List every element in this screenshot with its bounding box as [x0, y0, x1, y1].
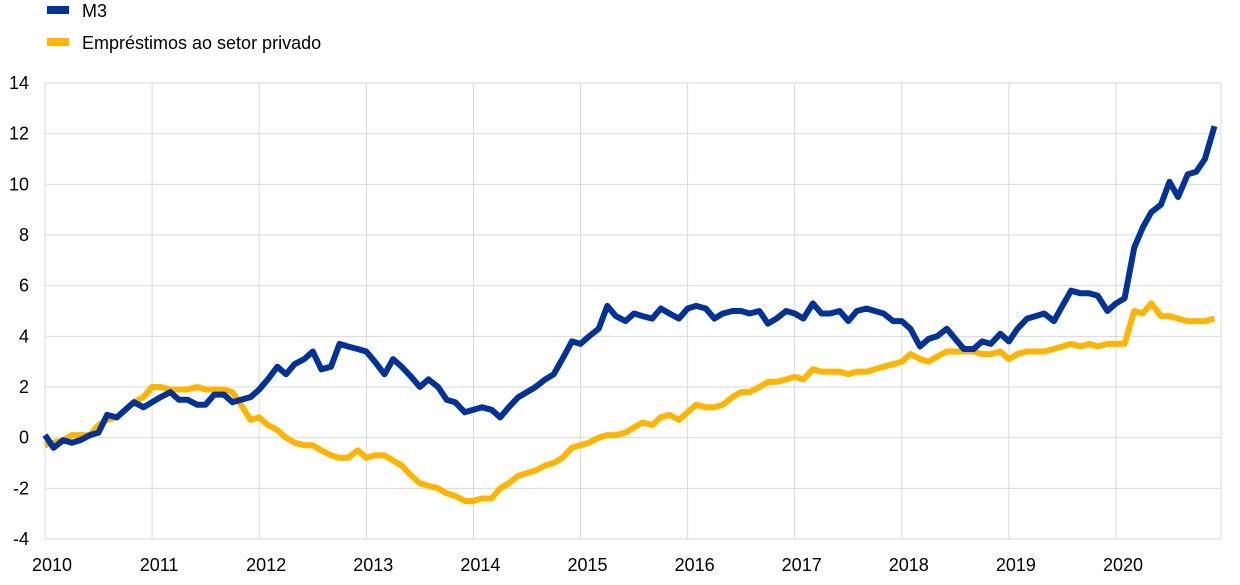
y-tick-label: 6 [19, 276, 29, 296]
y-tick-label: 4 [19, 326, 29, 346]
x-tick-label: 2014 [460, 555, 500, 575]
y-tick-label: 14 [9, 73, 29, 93]
x-axis: 2010 2011 2012 2013 2014 2015 2016 2017 2018 2019… [32, 555, 1143, 575]
series-layer [42, 125, 1218, 504]
y-tick-label: 2 [19, 377, 29, 397]
legend-swatch-loans [47, 38, 69, 46]
x-tick-label: 2010 [32, 555, 72, 575]
y-tick-label: -2 [13, 478, 29, 498]
y-tick-label: -4 [13, 529, 29, 549]
x-tick-label: 2013 [353, 555, 393, 575]
y-axis: -4 -2 0 2 4 6 8 10 12 14 [9, 73, 29, 549]
x-tick-label: 2017 [782, 555, 822, 575]
y-tick-label: 10 [9, 174, 29, 194]
series-line-loans [44, 300, 1216, 504]
y-tick-label: 12 [9, 124, 29, 144]
x-tick-label: 2011 [140, 555, 179, 575]
x-tick-label: 2015 [567, 555, 607, 575]
x-tick-label: 2016 [675, 555, 715, 575]
x-tick-label: 2019 [996, 555, 1036, 575]
y-tick-label: 0 [19, 428, 29, 448]
y-tick-label: 8 [19, 225, 29, 245]
series-line-m3 [42, 125, 1218, 451]
x-tick-label: 2012 [246, 555, 286, 575]
x-tick-label: 2018 [889, 555, 929, 575]
legend-swatch-m3 [47, 6, 69, 14]
x-tick-label: 2020 [1103, 555, 1143, 575]
chart-legend: M3 Empréstimos ao setor privado [47, 1, 321, 53]
legend-label-m3: M3 [82, 1, 107, 21]
legend-label-loans: Empréstimos ao setor privado [82, 33, 321, 53]
